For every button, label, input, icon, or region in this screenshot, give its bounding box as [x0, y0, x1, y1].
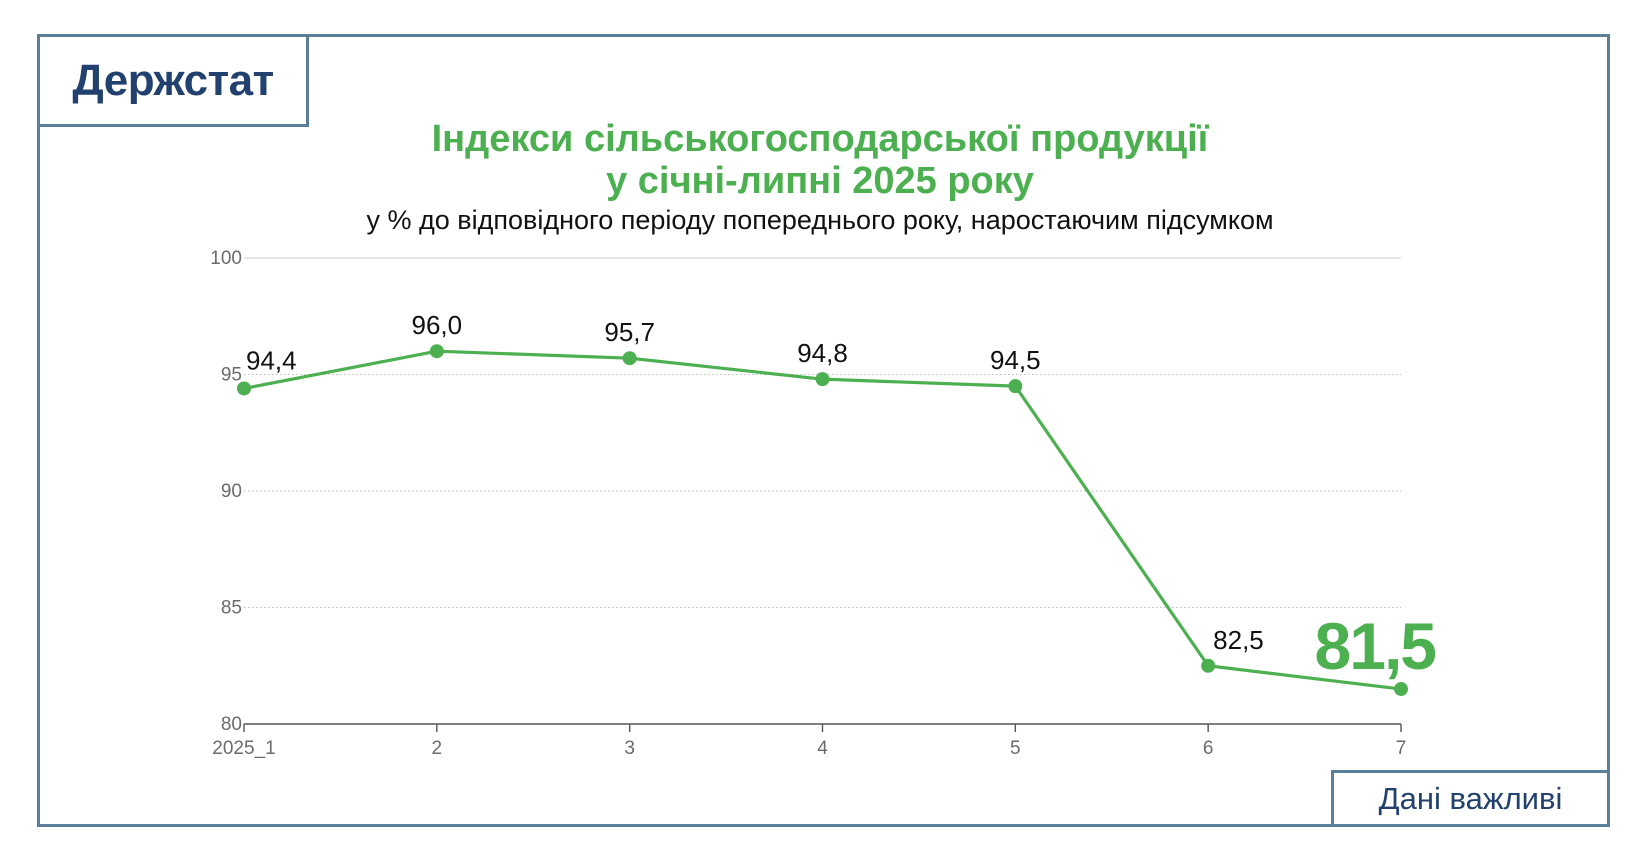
x-tick-label: 2: [432, 738, 443, 759]
x-tick-label: 6: [1203, 738, 1214, 759]
brand-logo-text: Держстат: [72, 55, 274, 105]
data-point: [237, 381, 251, 396]
y-tick-label: 85: [221, 598, 242, 619]
chart-title-line2: у січні-липні 2025 року: [606, 160, 1034, 202]
x-tick-label: 7: [1396, 738, 1407, 759]
data-point: [1394, 682, 1408, 697]
data-label: 94,8: [797, 338, 848, 368]
y-axis-tick-labels: 80 85 90 95 100: [210, 248, 242, 735]
y-tick-label: 90: [221, 481, 242, 502]
outer-frame: [37, 34, 1610, 827]
x-tick-label: 3: [624, 738, 635, 759]
footer-tag-text: Дані важливі: [1378, 780, 1563, 816]
data-points: [237, 344, 1408, 697]
grid-lines: [244, 257, 1401, 608]
data-labels: 94,4 96,0 95,7 94,8 94,5 82,5 81,5: [246, 310, 1437, 683]
x-tick-label: 5: [1010, 738, 1021, 759]
x-axis: [243, 723, 1402, 732]
y-tick-label: 80: [221, 714, 242, 735]
data-point: [429, 344, 444, 359]
chart-subtitle: у % до відповідного періоду попереднього…: [366, 205, 1274, 235]
y-tick-label: 100: [210, 248, 242, 269]
data-label-highlight: 81,5: [1315, 609, 1436, 683]
data-label: 94,4: [246, 345, 297, 375]
data-label: 94,5: [990, 345, 1041, 375]
chart-title: Індекси сільськогосподарської продукції: [431, 118, 1209, 160]
x-axis-tick-labels: 2025_1 2 3 4 5 6 7: [212, 738, 1406, 759]
data-point: [622, 351, 637, 366]
data-point: [815, 372, 830, 387]
data-label: 82,5: [1213, 625, 1264, 655]
footer-tag-box: Дані важливі: [1331, 770, 1610, 827]
brand-logo-box: Держстат: [37, 34, 309, 127]
data-label: 96,0: [412, 310, 463, 340]
data-point: [1201, 658, 1216, 673]
x-tick-label: 4: [817, 738, 828, 759]
x-tick-label: 2025_1: [212, 738, 275, 759]
data-label: 95,7: [604, 317, 655, 347]
y-tick-label: 95: [221, 365, 242, 386]
data-point: [1008, 379, 1023, 394]
